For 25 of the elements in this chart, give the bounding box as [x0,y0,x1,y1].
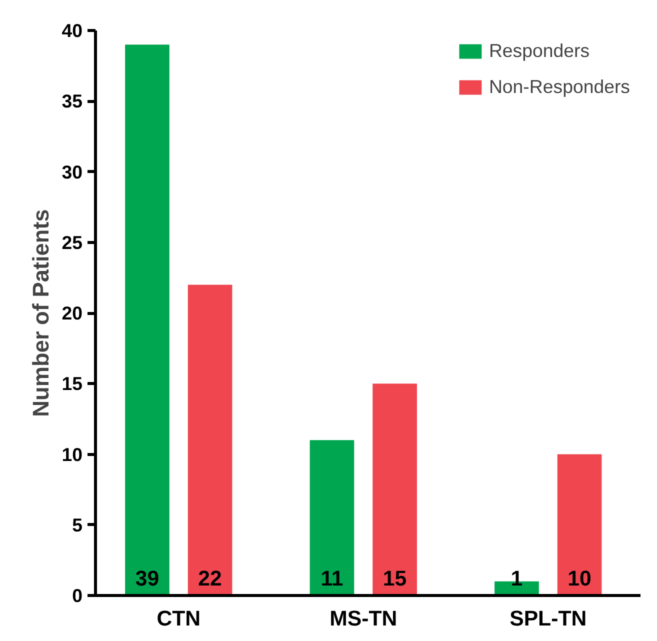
y-axis-title: Number of Patients [28,209,54,417]
y-tick-label: 0 [72,585,83,606]
bar [188,284,232,596]
y-tick-label: 35 [62,90,83,112]
y-tick-label: 15 [62,373,83,394]
x-tick-label: CTN [156,606,201,630]
y-tick-label: 30 [62,161,83,182]
bar [372,384,417,596]
data-label: 11 [320,566,344,590]
y-tick-label: 40 [62,20,83,41]
bar [310,440,354,596]
data-label: 10 [568,566,592,590]
y-tick-label: 5 [72,514,83,536]
x-tick-label: MS-TN [330,606,398,630]
data-label: 15 [382,566,407,590]
y-tick-label: 25 [62,232,83,253]
x-tick-label: SPL-TN [510,606,587,630]
legend-label: Responders [488,40,590,62]
bar [557,454,602,596]
legend-label: Non-Responders [488,76,630,98]
bar [125,44,170,596]
data-label: 22 [198,566,222,590]
data-label: 39 [135,566,160,590]
y-tick-label: 10 [62,444,83,465]
y-tick-label: 20 [62,302,83,324]
